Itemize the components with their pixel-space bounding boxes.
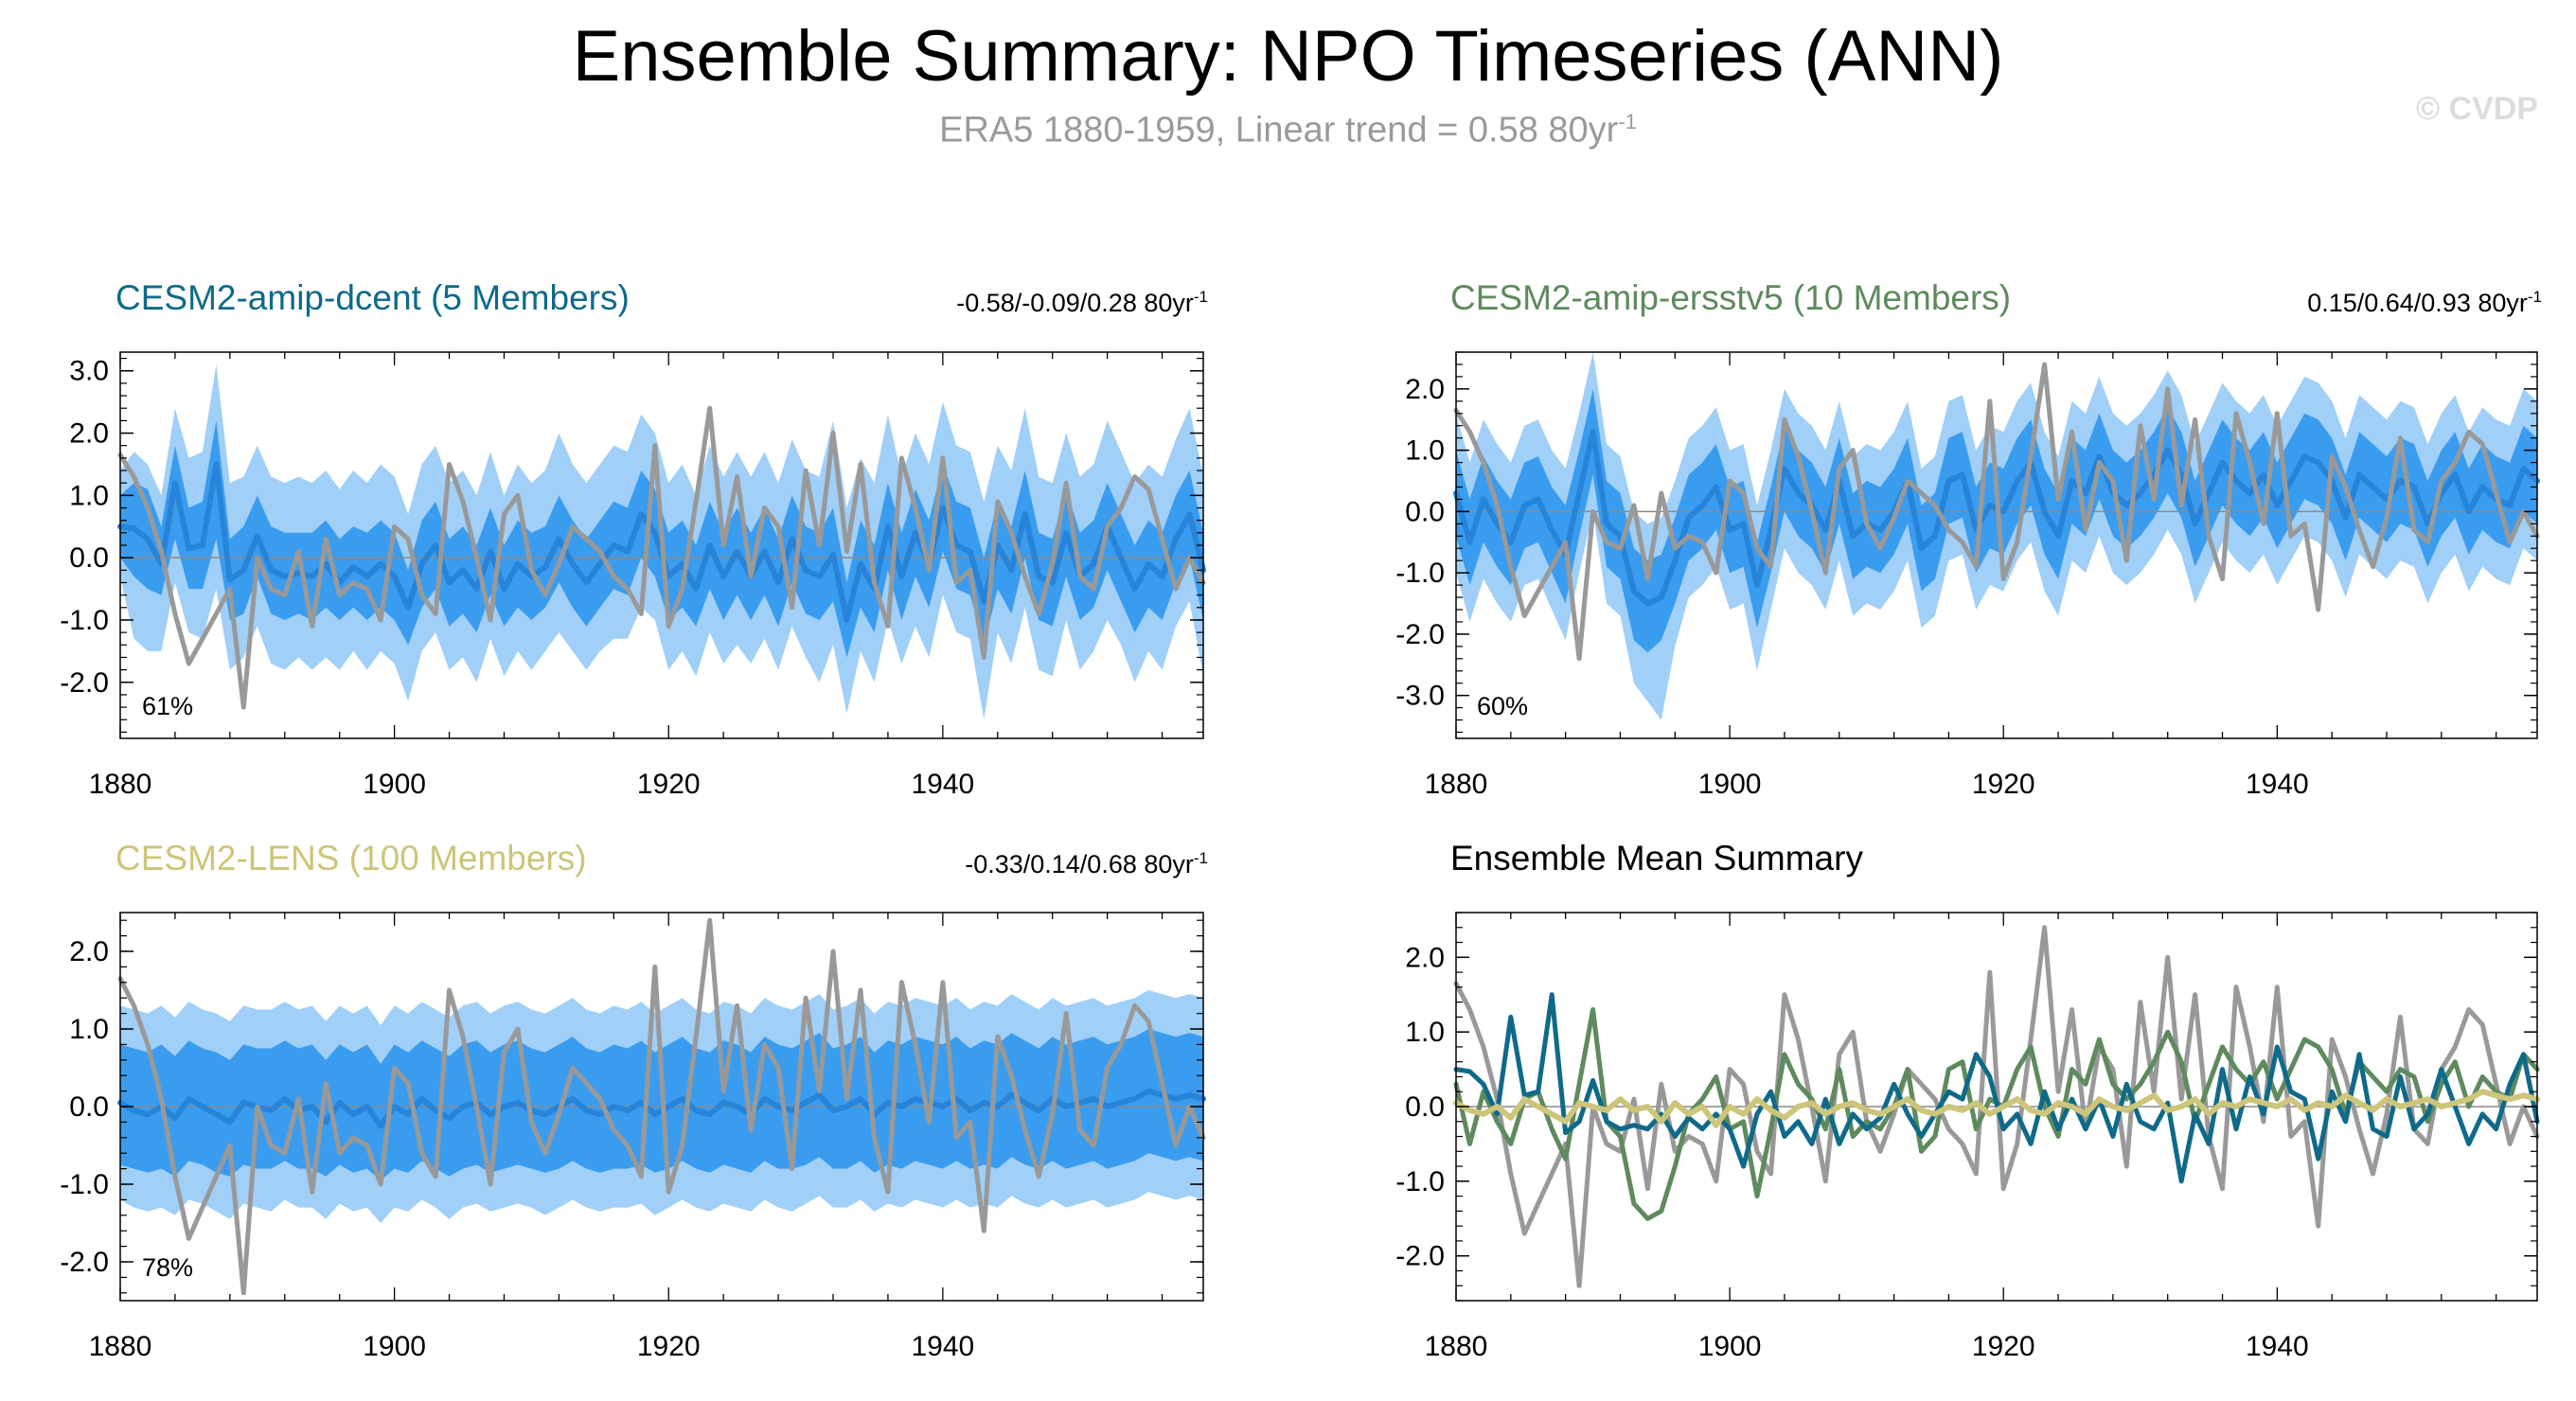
panel-title-dcent: CESM2-amip-dcent (5 Members) [115, 278, 630, 317]
y-tick-label: -2.0 [1395, 1241, 1445, 1272]
y-tick-label: -3.0 [1395, 681, 1445, 712]
y-tick-label: -1.0 [60, 605, 109, 636]
y-tick-label: 1.0 [1405, 1017, 1445, 1048]
trend-text-ersstv5: 0.15/0.64/0.93 80yr [2307, 289, 2528, 317]
x-tick-label: 1920 [637, 1331, 701, 1362]
y-tick-label: 3.0 [69, 356, 109, 387]
percent-label-dcent: 61% [142, 692, 194, 720]
chart-panel-ersstv5: 2.0 1.0 0.0 -1.0 -2.0 -3.0 1880 1900 1920 1940 [1395, 351, 2540, 800]
y-tick-label: 0.0 [69, 542, 109, 574]
x-tick-label: 1900 [1698, 1331, 1762, 1362]
panel-title-summary: Ensemble Mean Summary [1450, 839, 1863, 878]
page-title: Ensemble Summary: NPO Timeseries (ANN) [572, 16, 2004, 97]
series-line-cesm2-lens [1453, 1089, 2540, 1128]
trend-text-lens: -0.33/0.14/0.68 80yr [965, 850, 1194, 878]
chart-panel-lens: 2.0 1.0 0.0 -1.0 -2.0 1880 1900 1920 1940 [60, 912, 1206, 1362]
y-tick-label: 0.0 [1405, 496, 1445, 527]
y-tick-label: 2.0 [69, 936, 109, 967]
plot-frame [1455, 351, 2538, 739]
panel-trend-dcent: -0.58/-0.09/0.28 80yr-1 [956, 289, 1208, 316]
x-tick-label: 1880 [1425, 769, 1488, 800]
obs-line [117, 917, 1206, 1296]
trend-sup-ersstv5: -1 [2527, 288, 2542, 306]
x-tick-label: 1900 [1698, 769, 1762, 800]
x-tick-label: 1880 [89, 769, 152, 800]
y-tick-label: 1.0 [69, 480, 109, 511]
trend-sup-dcent: -1 [1193, 288, 1208, 306]
subtitle-text: ERA5 1880-1959, Linear trend = 0.58 80yr [939, 110, 1619, 151]
x-tick-label: 1920 [1972, 1331, 2035, 1362]
series-line-era5 [1453, 925, 2540, 1288]
y-tick-label: -1.0 [1395, 558, 1445, 589]
trend-sup-lens: -1 [1193, 849, 1208, 867]
y-tick-label: -2.0 [1395, 619, 1445, 650]
x-tick-label: 1940 [2246, 1331, 2309, 1362]
y-tick-label: 0.0 [69, 1091, 109, 1123]
panel-trend-ersstv5: 0.15/0.64/0.93 80yr-1 [2307, 289, 2542, 316]
panel-trend-lens: -0.33/0.14/0.68 80yr-1 [965, 850, 1208, 878]
obs-line [1453, 362, 2540, 662]
y-tick-label: -1.0 [60, 1169, 109, 1200]
x-tick-label: 1920 [1972, 769, 2035, 800]
percent-label-lens: 78% [142, 1253, 194, 1282]
x-tick-label: 1900 [363, 769, 426, 800]
x-tick-label: 1940 [2246, 769, 2309, 800]
y-tick-label: 1.0 [1405, 435, 1445, 467]
y-tick-label: 0.0 [1405, 1091, 1445, 1123]
x-tick-label: 1940 [911, 769, 974, 800]
trend-text-dcent: -0.58/-0.09/0.28 80yr [956, 289, 1194, 317]
y-tick-label: 1.0 [69, 1014, 109, 1045]
x-tick-label: 1880 [1425, 1331, 1488, 1362]
percent-label-ersstv5: 60% [1477, 692, 1529, 720]
x-tick-label: 1940 [911, 1331, 974, 1362]
y-tick-label: 2.0 [1405, 942, 1445, 973]
subtitle-sup: -1 [1618, 110, 1637, 133]
x-tick-label: 1880 [89, 1331, 152, 1362]
y-tick-label: 2.0 [1405, 374, 1445, 405]
y-tick-label: -1.0 [1395, 1166, 1445, 1197]
chart-panel-dcent: 3.0 2.0 1.0 0.0 -1.0 -2.0 1880 1900 1920 1940 [60, 351, 1206, 800]
chart-panel-summary: 2.0 1.0 0.0 -1.0 -2.0 1880 1900 1920 1940 [1395, 912, 2540, 1362]
x-tick-label: 1920 [637, 769, 701, 800]
watermark: © CVDP [2416, 91, 2538, 127]
panel-title-ersstv5: CESM2-amip-ersstv5 (10 Members) [1450, 278, 2012, 317]
obs-line [117, 405, 1206, 710]
x-tick-label: 1900 [363, 1331, 426, 1362]
panel-title-lens: CESM2-LENS (100 Members) [115, 839, 587, 878]
y-tick-label: -2.0 [60, 1247, 109, 1278]
page-subtitle: ERA5 1880-1959, Linear trend = 0.58 80yr… [0, 112, 2576, 149]
y-tick-label: -2.0 [60, 667, 109, 699]
series-line-cesm2-amip-dcent [1453, 992, 2540, 1184]
y-tick-label: 2.0 [69, 418, 109, 450]
